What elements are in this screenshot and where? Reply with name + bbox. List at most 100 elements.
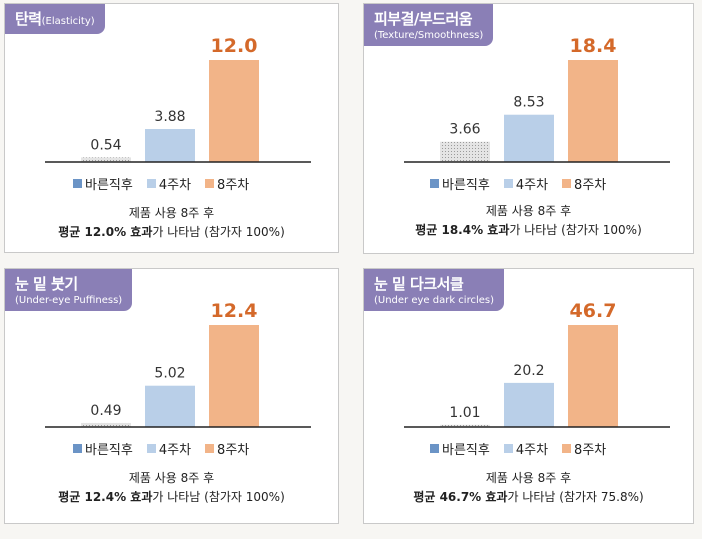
legend-swatch-4w [146,179,156,188]
bar-4w [145,129,195,162]
bar-value-label-before: 0.49 [90,403,121,419]
bar-8w [568,60,618,162]
legend-label-8w: 8주차 [574,443,607,458]
legend-item-before: 바른직후 [73,174,133,193]
bar-before [440,141,490,162]
caption-line2: 평균 12.4% 효과가 나타남 (참가자 100%) [5,488,338,507]
legend-item-4w: 4주차 [503,174,549,193]
legend-item-8w: 8주차 [205,174,249,193]
caption-rest: 가 나타남 (참가자 100%) [509,223,642,237]
bar-value-label-4w: 5.02 [154,366,185,382]
legend-swatch-8w [562,179,572,188]
legend-swatch-4w [503,179,513,188]
chart-subtitle: (Texture/Smoothness) [374,30,484,41]
legend-label-before: 바른직후 [85,443,133,458]
legend-swatch-8w [562,444,572,453]
legend-swatch-before [430,444,439,453]
bar-4w [504,382,554,427]
legend-swatch-4w [503,444,513,453]
legend-item-8w: 8주차 [562,174,606,193]
bar-8w [568,325,618,427]
legend-item-before: 바른직후 [73,439,133,458]
bar-8w [209,325,259,427]
legend-item-8w: 8주차 [205,439,249,458]
legend-label-4w: 4주차 [158,443,192,458]
legend-label-before: 바른직후 [442,443,490,458]
bar-value-label-before: 1.01 [449,405,480,421]
bar-value-label-before: 3.66 [449,122,480,138]
caption-rest: 가 나타남 (참가자 100%) [152,490,285,504]
chart-subtitle: (Under-eye Puffiness) [15,295,123,306]
legend-label-8w: 8주차 [217,178,250,193]
caption-line1: 제품 사용 8주 후 [128,206,215,220]
legend-label-4w: 4주차 [515,178,549,193]
chart-caption: 제품 사용 8주 후 평균 46.7% 효과가 나타남 (참가자 75.8%) [364,469,693,507]
bar-value-label-before: 0.54 [90,137,121,153]
chart-panel-puffiness: 눈 밑 붓기 (Under-eye Puffiness) 0.49 5.02 12.… [4,268,339,524]
chart-caption: 제품 사용 8주 후 평균 18.4% 효과가 나타남 (참가자 100%) [364,202,693,240]
bar-chart-elasticity: 0.54 3.88 12.0 [45,35,311,163]
legend-swatch-8w [205,179,215,188]
chart-title: 탄력 [15,10,42,28]
bar-value-label-8w: 12.4 [211,300,258,322]
chart-title: 피부결/부드러움 [374,10,473,28]
legend-swatch-before [430,179,439,188]
bar-chart-dark-circles: 1.01 20.2 46.7 [404,300,670,428]
legend-label-8w: 8주차 [574,178,607,193]
legend-item-4w: 4주차 [503,439,549,458]
legend-label-4w: 4주차 [158,178,192,193]
chart-title-box: 피부결/부드러움 (Texture/Smoothness) [364,4,494,46]
legend-item-before: 바른직후 [430,174,490,193]
chart-title: 눈 밑 붓기 [15,275,78,293]
chart-panel-elasticity: 탄력(Elasticity) 0.54 3.88 12.0 바른직후 4주차 8주차… [4,3,339,253]
caption-highlight: 평균 46.7% 효과 [413,490,508,504]
bar-before [440,424,490,427]
bar-chart-texture: 3.66 8.53 18.4 [404,35,670,163]
legend-swatch-8w [205,444,215,453]
chart-title-box: 눈 밑 붓기 (Under-eye Puffiness) [5,269,133,311]
caption-line1: 제품 사용 8주 후 [128,471,215,485]
chart-title-box: 탄력(Elasticity) [5,4,105,34]
chart-panel-texture: 피부결/부드러움 (Texture/Smoothness) 3.66 8.53 18… [363,3,694,254]
caption-line1: 제품 사용 8주 후 [485,471,572,485]
caption-line2: 평균 18.4% 효과가 나타남 (참가자 100%) [364,221,693,240]
chart-caption: 제품 사용 8주 후 평균 12.4% 효과가 나타남 (참가자 100%) [5,469,338,507]
bar-value-label-8w: 18.4 [570,35,617,57]
caption-line2: 평균 12.0% 효과가 나타남 (참가자 100%) [5,223,338,242]
bar-8w [209,60,259,162]
bar-before [81,422,131,427]
legend-label-8w: 8주차 [217,443,250,458]
bar-value-label-4w: 20.2 [513,363,544,379]
bar-4w [145,385,195,427]
chart-title: 눈 밑 다크서클 [374,275,464,293]
legend-item-before: 바른직후 [430,439,490,458]
bar-chart-puffiness: 0.49 5.02 12.4 [45,300,311,428]
chart-panel-dark-circles: 눈 밑 다크서클 (Under eye dark circles) 1.01 20… [363,268,694,524]
legend-item-4w: 4주차 [146,439,192,458]
chart-title-box: 눈 밑 다크서클 (Under eye dark circles) [364,269,505,311]
chart-legend: 바른직후 4주차 8주차 [73,439,249,458]
caption-highlight: 평균 12.4% 효과 [58,490,153,504]
chart-legend: 바른직후 4주차 8주차 [430,439,606,458]
legend-swatch-before [73,444,82,453]
legend-label-before: 바른직후 [85,178,133,193]
bar-before [81,157,131,162]
chart-subtitle: (Under eye dark circles) [374,295,495,306]
bar-4w [504,114,554,162]
legend-swatch-before [73,179,82,188]
chart-legend: 바른직후 4주차 8주차 [73,174,249,193]
caption-rest: 가 나타남 (참가자 75.8%) [507,490,644,504]
bar-value-label-8w: 12.0 [211,35,258,57]
caption-rest: 가 나타남 (참가자 100%) [152,225,285,239]
caption-line2: 평균 46.7% 효과가 나타남 (참가자 75.8%) [364,488,693,507]
bar-value-label-8w: 46.7 [570,300,617,322]
legend-label-4w: 4주차 [515,443,549,458]
chart-caption: 제품 사용 8주 후 평균 12.0% 효과가 나타남 (참가자 100%) [5,204,338,242]
legend-item-8w: 8주차 [562,439,606,458]
chart-legend: 바른직후 4주차 8주차 [430,174,606,193]
caption-highlight: 평균 18.4% 효과 [415,223,510,237]
legend-label-before: 바른직후 [442,178,490,193]
caption-highlight: 평균 12.0% 효과 [58,225,153,239]
legend-item-4w: 4주차 [146,174,192,193]
chart-subtitle: (Elasticity) [41,16,95,27]
